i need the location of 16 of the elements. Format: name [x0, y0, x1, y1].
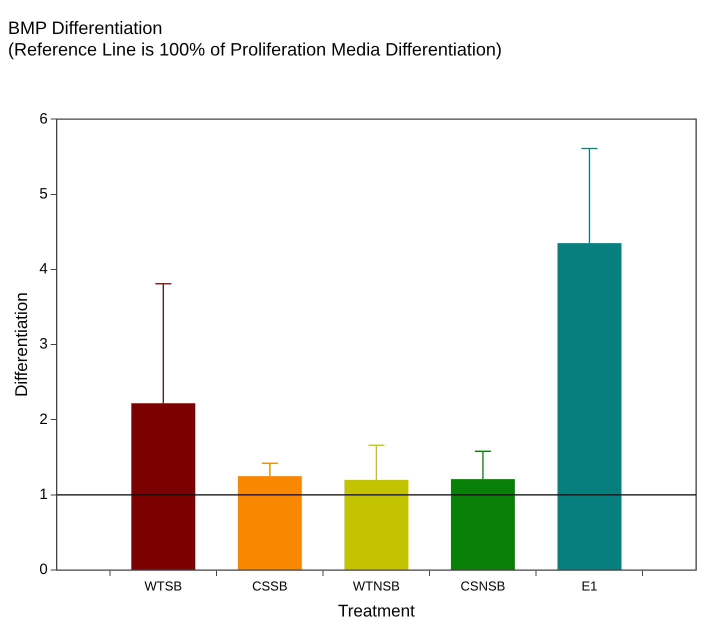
y-axis-title: Differentiation: [12, 292, 31, 397]
y-tick-label: 4: [39, 260, 48, 278]
x-axis-title: Treatment: [338, 601, 416, 620]
y-tick-label: 0: [39, 561, 48, 578]
y-tick-label: 2: [39, 410, 48, 428]
y-tick-label: 3: [39, 336, 48, 353]
y-tick-label: 6: [39, 110, 48, 128]
x-tick-label: CSNSB: [460, 578, 506, 594]
y-tick-label: 1: [39, 486, 48, 504]
x-tick-label: CSSB: [252, 578, 288, 594]
x-tick-label: WTNSB: [352, 578, 400, 594]
x-tick-label: WTSB: [144, 578, 182, 594]
y-tick-label: 5: [39, 185, 48, 202]
chart-title: BMP Differentiation: [8, 18, 162, 38]
chart-subtitle: (Reference Line is 100% of Proliferation Media Differentiation): [8, 39, 502, 60]
x-tick-label: E1: [582, 578, 598, 594]
